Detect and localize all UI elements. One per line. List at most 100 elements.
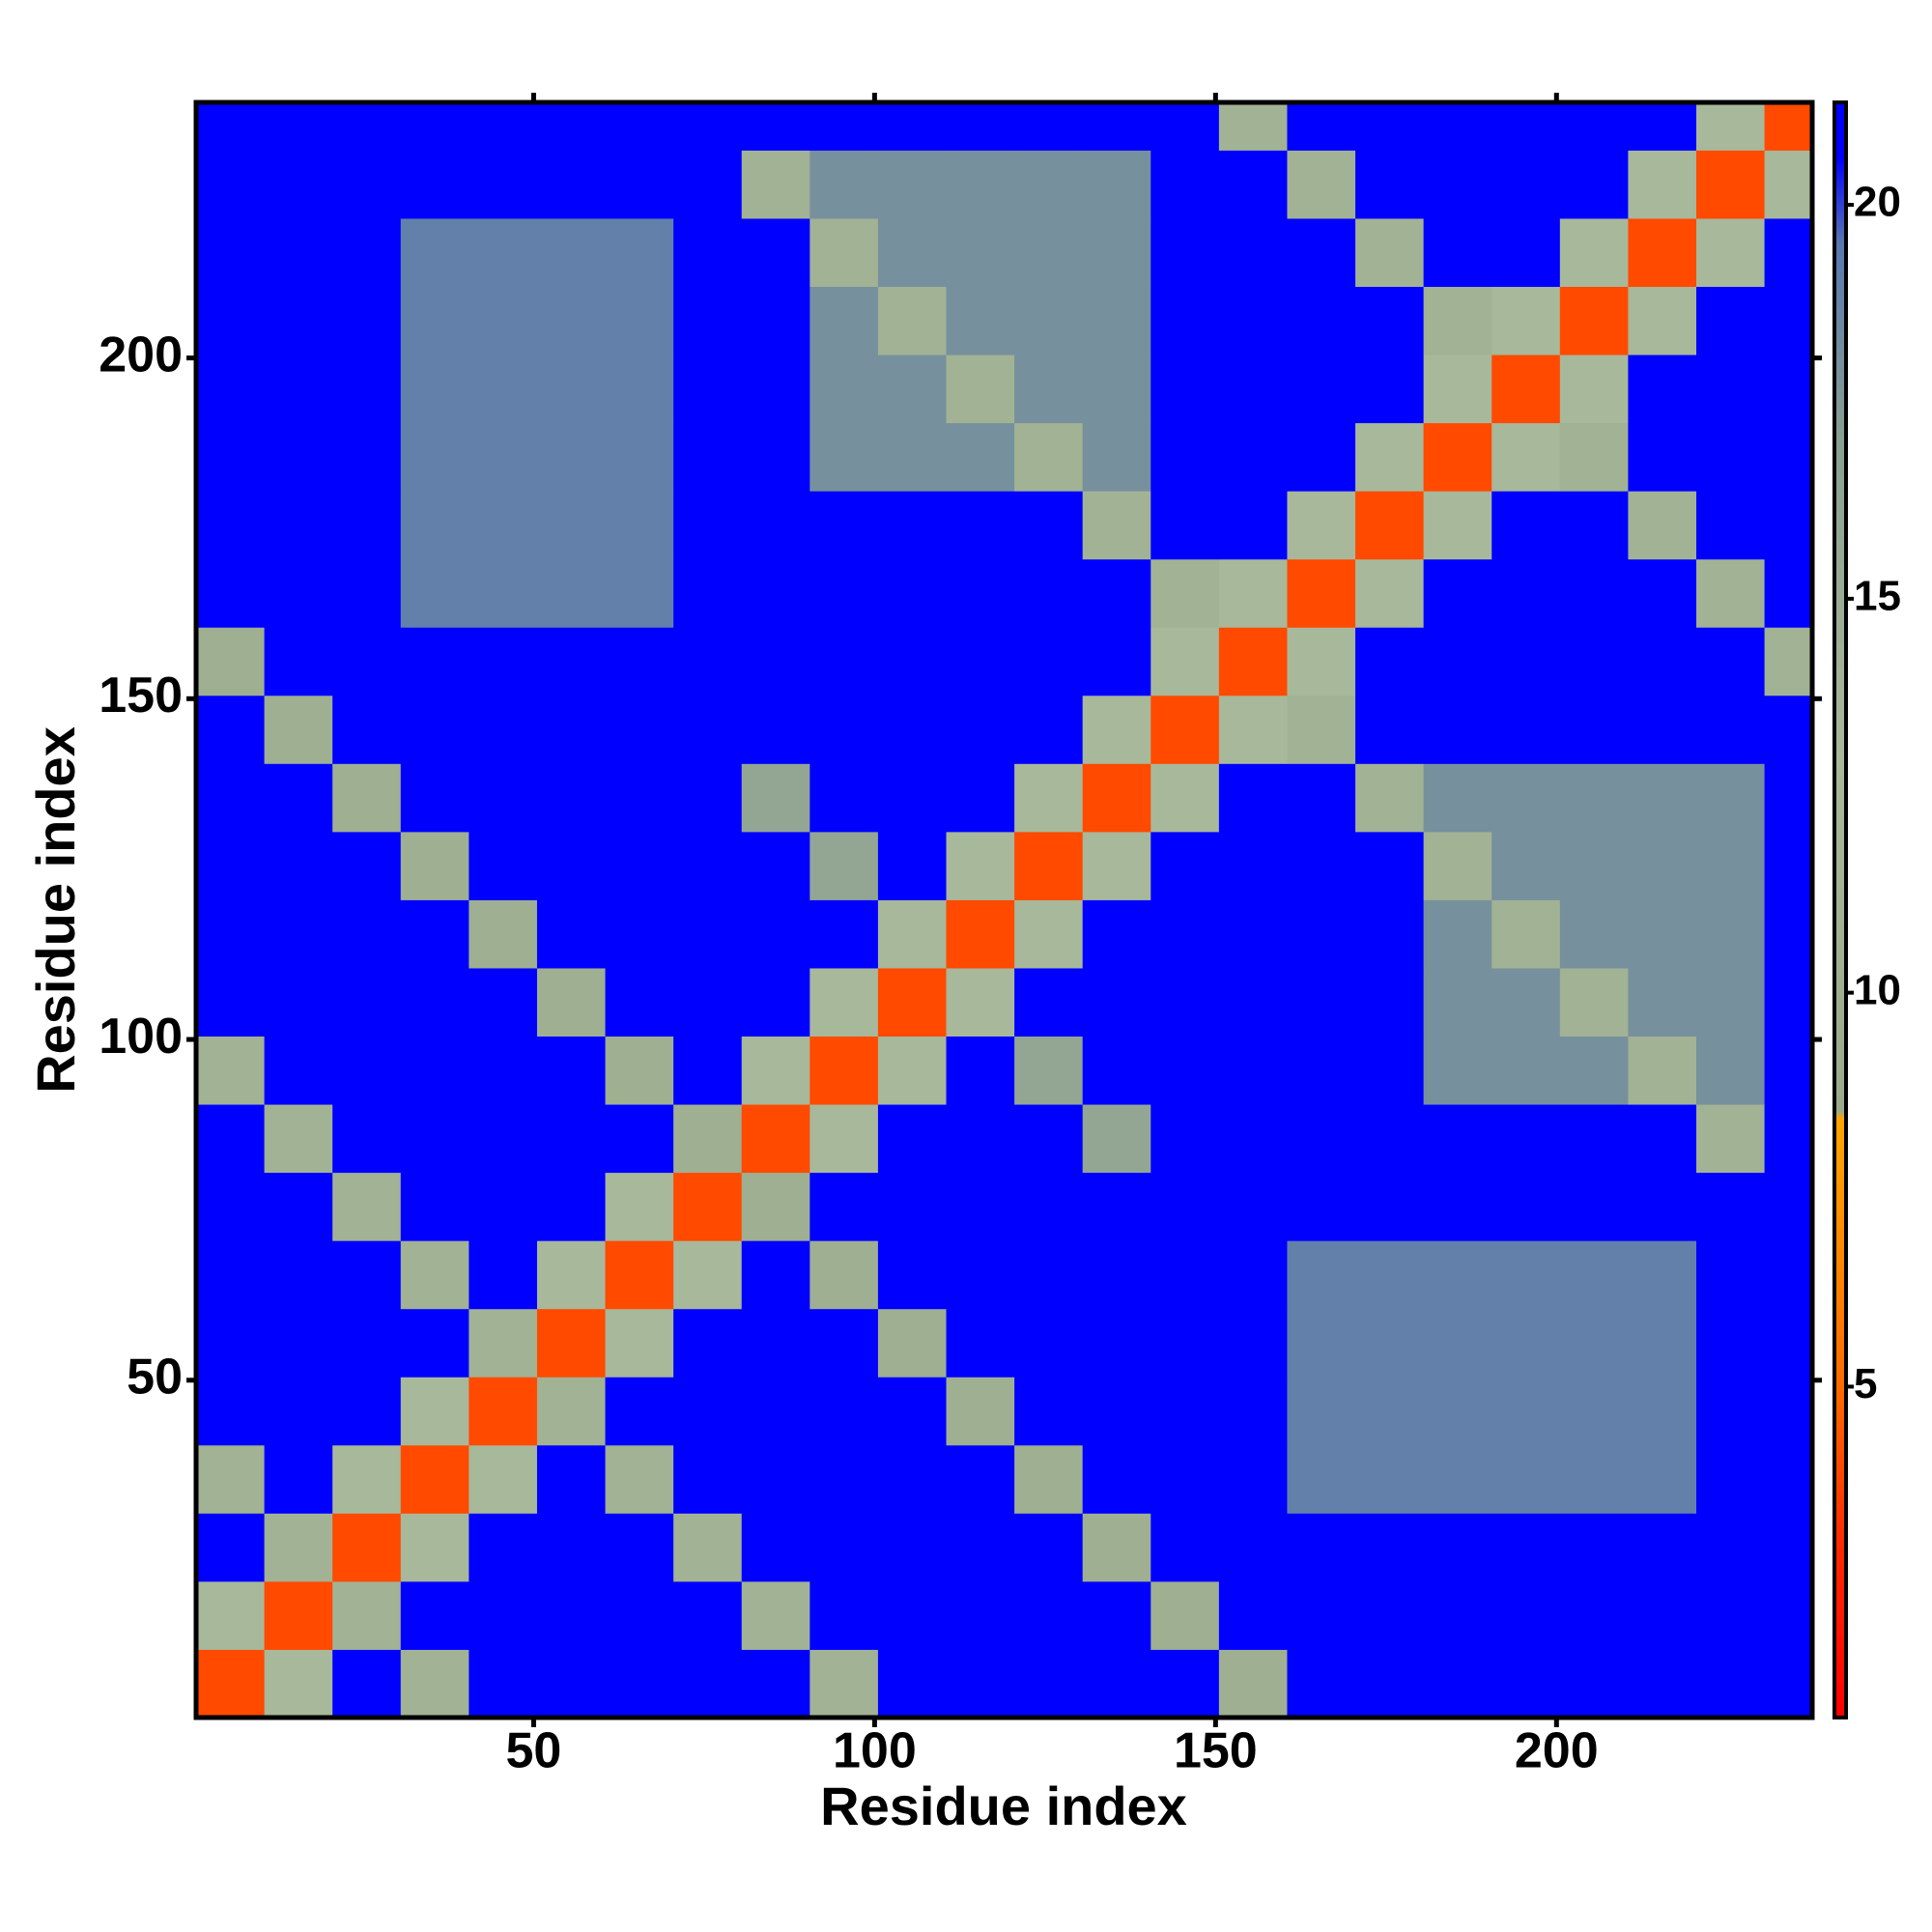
heatmap-cell bbox=[741, 558, 810, 628]
heatmap-cell bbox=[264, 355, 333, 424]
heatmap-cell bbox=[1492, 1444, 1561, 1514]
heatmap-cell bbox=[1355, 967, 1425, 1037]
heatmap-cell bbox=[264, 558, 333, 628]
heatmap-cell bbox=[400, 1308, 469, 1378]
heatmap-cell bbox=[741, 1104, 810, 1174]
heatmap-cell bbox=[673, 627, 743, 696]
heatmap-cell bbox=[673, 150, 743, 219]
heatmap-cell bbox=[1151, 1104, 1220, 1174]
heatmap-cell bbox=[1287, 899, 1356, 969]
heatmap-cell bbox=[946, 695, 1015, 764]
heatmap-cell bbox=[1764, 1580, 1812, 1650]
heatmap-cell bbox=[1355, 1240, 1425, 1310]
heatmap-cell bbox=[264, 899, 333, 969]
heatmap-cell bbox=[1559, 1580, 1629, 1650]
heatmap-cell bbox=[946, 967, 1015, 1037]
heatmap-cell bbox=[810, 491, 879, 560]
heatmap-cell bbox=[1423, 1104, 1492, 1174]
x-tick-label: 100 bbox=[833, 1723, 917, 1779]
heatmap-cell bbox=[946, 831, 1015, 900]
heatmap-cell bbox=[1014, 831, 1084, 900]
heatmap-cell bbox=[946, 102, 1015, 151]
heatmap-cell bbox=[605, 899, 674, 969]
heatmap-cell bbox=[1082, 763, 1151, 833]
heatmap-cell bbox=[332, 422, 402, 492]
heatmap-cell bbox=[196, 1036, 266, 1105]
heatmap-cell bbox=[264, 491, 333, 560]
heatmap-cell bbox=[810, 695, 879, 764]
heatmap-cell bbox=[605, 422, 674, 492]
heatmap-cell bbox=[1695, 150, 1766, 219]
heatmap-cell bbox=[1695, 558, 1766, 628]
heatmap-cell bbox=[264, 1580, 333, 1650]
heatmap-cell bbox=[536, 1308, 607, 1378]
heatmap-cell bbox=[741, 1444, 810, 1514]
heatmap-cell bbox=[946, 763, 1015, 833]
heatmap-cell bbox=[810, 831, 879, 900]
heatmap-cell bbox=[400, 1240, 469, 1310]
heatmap-cell bbox=[877, 1104, 947, 1174]
heatmap-cell bbox=[1082, 102, 1151, 151]
heatmap-cell bbox=[605, 558, 674, 628]
heatmap-cell bbox=[1559, 1104, 1629, 1174]
heatmap-cell bbox=[1355, 1649, 1425, 1718]
heatmap-cell bbox=[1695, 102, 1766, 151]
heatmap-cell bbox=[1628, 1444, 1697, 1514]
heatmap-cell bbox=[536, 102, 607, 151]
heatmap-cell bbox=[1355, 1580, 1425, 1650]
heatmap-cell bbox=[1559, 102, 1629, 151]
heatmap-cell bbox=[1287, 558, 1356, 628]
heatmap-cell bbox=[1423, 831, 1492, 900]
heatmap-cell bbox=[1628, 831, 1697, 900]
heatmap-cell bbox=[1014, 1444, 1084, 1514]
heatmap-cell bbox=[605, 1172, 674, 1241]
heatmap-cell bbox=[400, 558, 469, 628]
heatmap-cell bbox=[1559, 831, 1629, 900]
heatmap-cell bbox=[1559, 967, 1629, 1037]
heatmap-cell bbox=[1695, 627, 1766, 696]
heatmap-cell bbox=[536, 1377, 607, 1446]
heatmap-cell bbox=[1492, 1172, 1561, 1241]
heatmap-cell bbox=[400, 1104, 469, 1174]
heatmap-cell bbox=[332, 627, 402, 696]
heatmap-cell bbox=[400, 1036, 469, 1105]
heatmap-cell bbox=[1287, 422, 1356, 492]
heatmap-cell bbox=[1082, 1036, 1151, 1105]
heatmap-cell bbox=[946, 1308, 1015, 1378]
heatmap-cell bbox=[741, 1036, 810, 1105]
heatmap-cell bbox=[741, 627, 810, 696]
heatmap bbox=[196, 102, 1812, 1718]
colorbar-tick-label: 20 bbox=[1854, 179, 1901, 226]
heatmap-cell bbox=[196, 763, 266, 833]
heatmap-cell bbox=[469, 491, 538, 560]
heatmap-cell bbox=[469, 1649, 538, 1718]
heatmap-cell bbox=[946, 355, 1015, 424]
heatmap-cell bbox=[673, 1649, 743, 1718]
heatmap-cell bbox=[1492, 102, 1561, 151]
heatmap-cell bbox=[877, 763, 947, 833]
heatmap-cell bbox=[1764, 763, 1812, 833]
heatmap-cell bbox=[1014, 1580, 1084, 1650]
heatmap-cell bbox=[673, 355, 743, 424]
heatmap-cell bbox=[1764, 831, 1812, 900]
heatmap-cell bbox=[1218, 150, 1288, 219]
heatmap-cell bbox=[536, 899, 607, 969]
heatmap-cell bbox=[1014, 695, 1084, 764]
heatmap-cell bbox=[1423, 899, 1492, 969]
heatmap-cell bbox=[1082, 491, 1151, 560]
heatmap-cell bbox=[264, 1308, 333, 1378]
heatmap-cell bbox=[469, 1104, 538, 1174]
heatmap-cell bbox=[605, 967, 674, 1037]
heatmap-cell bbox=[741, 1513, 810, 1582]
heatmap-cell bbox=[605, 695, 674, 764]
heatmap-cell bbox=[810, 217, 879, 287]
heatmap-cell bbox=[1695, 1444, 1766, 1514]
heatmap-cell bbox=[1628, 422, 1697, 492]
heatmap-cell bbox=[1423, 491, 1492, 560]
heatmap-cell bbox=[1492, 1513, 1561, 1582]
heatmap-cell bbox=[810, 1580, 879, 1650]
heatmap-cell bbox=[673, 1240, 743, 1310]
heatmap-cell bbox=[469, 899, 538, 969]
heatmap-cell bbox=[810, 150, 879, 219]
heatmap-cell bbox=[946, 1649, 1015, 1718]
